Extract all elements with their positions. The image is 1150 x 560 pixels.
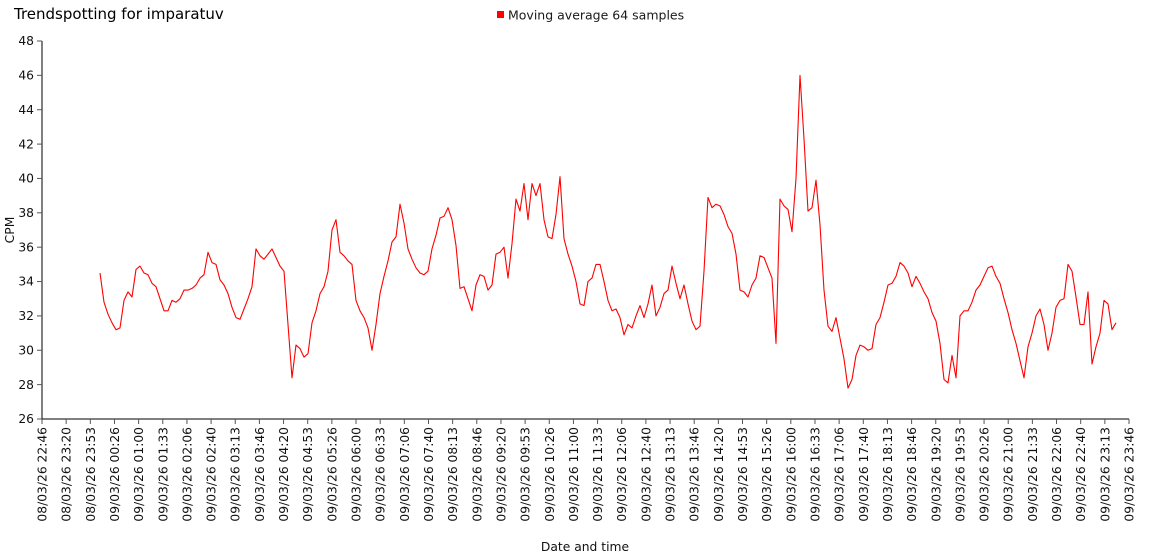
x-tick-label: 09/03/26 21:33 xyxy=(1026,427,1040,522)
x-tick-label: 09/03/26 12:40 xyxy=(639,427,653,522)
y-tick-label: 42 xyxy=(18,137,34,151)
x-tick-label: 09/03/26 16:00 xyxy=(784,427,798,522)
x-tick-label: 09/03/26 17:06 xyxy=(833,427,847,522)
x-tick-label: 09/03/26 02:06 xyxy=(180,427,194,522)
y-tick-label: 40 xyxy=(18,172,34,186)
x-tick-label: 09/03/26 19:53 xyxy=(953,427,967,522)
x-tick-label: 09/03/26 04:20 xyxy=(277,427,291,522)
x-tick-label: 09/03/26 23:13 xyxy=(1098,427,1112,522)
x-tick-label: 09/03/26 19:20 xyxy=(929,427,943,522)
x-tick-label: 09/03/26 06:33 xyxy=(374,427,388,522)
y-axis-label: CPM xyxy=(3,217,17,244)
x-axis-label: Date and time xyxy=(541,540,629,554)
x-tick-label: 09/03/26 10:26 xyxy=(543,427,557,522)
x-tick-label: 09/03/26 23:46 xyxy=(1123,427,1137,522)
legend-marker-icon xyxy=(497,11,504,18)
series-lines xyxy=(99,74,1117,389)
x-tick-label: 09/03/26 11:00 xyxy=(567,427,581,522)
x-tick-label: 09/03/26 14:20 xyxy=(712,427,726,522)
x-tick-label: 09/03/26 00:26 xyxy=(108,427,122,522)
legend: Moving average 64 samples xyxy=(497,8,684,23)
x-tick-label: 09/03/26 03:13 xyxy=(229,427,243,522)
y-tick-label: 30 xyxy=(18,343,34,357)
x-tick-label: 08/03/26 22:46 xyxy=(36,427,50,522)
x-tick-label: 09/03/26 14:53 xyxy=(736,427,750,522)
x-tick-label: 09/03/26 15:26 xyxy=(760,427,774,522)
x-tick-label: 09/03/26 09:20 xyxy=(494,427,508,522)
x-tick-label: 09/03/26 07:40 xyxy=(422,427,436,522)
axes: 26 28 30 32 34 36 38 40 42 44 46 48 08/03/26 22:46 08… xyxy=(18,34,1136,521)
y-tick-label: 26 xyxy=(18,412,34,426)
y-tick-label: 32 xyxy=(18,309,34,323)
y-tick-label: 44 xyxy=(18,103,34,117)
x-tick-label: 09/03/26 13:13 xyxy=(664,427,678,522)
x-tick-label: 09/03/26 17:40 xyxy=(857,427,871,522)
x-tick-label: 09/03/26 18:46 xyxy=(905,427,919,522)
x-tick-label: 09/03/26 09:53 xyxy=(519,427,533,522)
x-tick-label: 09/03/26 22:06 xyxy=(1050,427,1064,522)
x-tick-label: 09/03/26 05:26 xyxy=(325,427,339,522)
x-tick-label: 09/03/26 11:33 xyxy=(591,427,605,522)
y-tick-label: 48 xyxy=(18,34,34,48)
y-tick-label: 34 xyxy=(18,275,34,289)
x-tick-label: 09/03/26 06:00 xyxy=(350,427,364,522)
x-tick-label: 09/03/26 07:06 xyxy=(398,427,412,522)
x-tick-label: 09/03/26 02:40 xyxy=(205,427,219,522)
x-tick-label: 09/03/26 01:00 xyxy=(132,427,146,522)
moving-average-line xyxy=(99,74,1117,389)
x-tick-label: 09/03/26 22:40 xyxy=(1074,427,1088,522)
x-tick-label: 09/03/26 16:33 xyxy=(808,427,822,522)
x-tick-label: 09/03/26 08:13 xyxy=(446,427,460,522)
y-tick-label: 38 xyxy=(18,206,34,220)
x-tick-label: 09/03/26 04:53 xyxy=(301,427,315,522)
x-tick-label: 09/03/26 21:00 xyxy=(1002,427,1016,522)
x-tick-label: 09/03/26 08:46 xyxy=(470,427,484,522)
x-tick-label: 09/03/26 03:46 xyxy=(253,427,267,522)
y-tick-label: 28 xyxy=(18,378,34,392)
x-tick-label: 08/03/26 23:20 xyxy=(60,427,74,522)
x-tick-label: 09/03/26 01:33 xyxy=(156,427,170,522)
y-tick-label: 36 xyxy=(18,240,34,254)
x-tick-label: 09/03/26 13:46 xyxy=(688,427,702,522)
legend-label: Moving average 64 samples xyxy=(508,8,684,23)
y-tick-label: 46 xyxy=(18,69,34,83)
x-tick-label: 09/03/26 12:06 xyxy=(615,427,629,522)
chart-title: Trendspotting for imparatuv xyxy=(13,5,224,23)
x-tick-label: 08/03/26 23:53 xyxy=(84,427,98,522)
x-tick-label: 09/03/26 18:13 xyxy=(881,427,895,522)
x-tick-label: 09/03/26 20:26 xyxy=(978,427,992,522)
